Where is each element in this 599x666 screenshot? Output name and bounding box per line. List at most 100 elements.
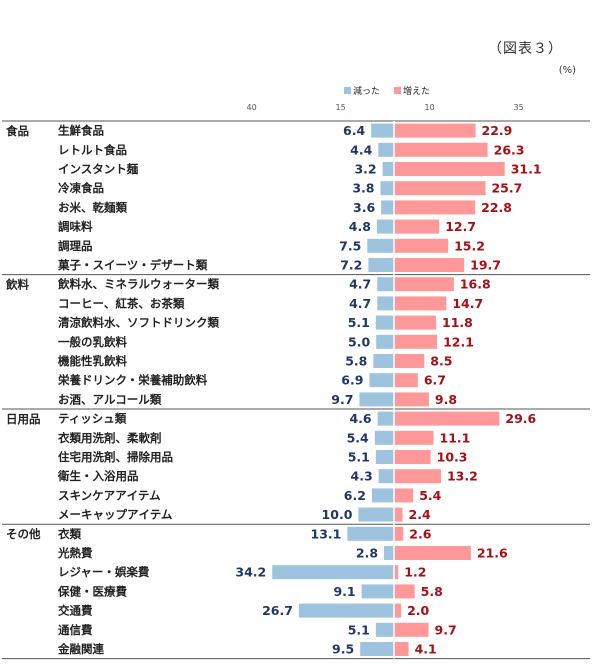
group-label: 飲料 bbox=[5, 278, 29, 292]
category-label: 清涼飲料水、ソフトドリンク類 bbox=[58, 316, 219, 330]
group-label: 食品 bbox=[6, 124, 29, 138]
value-label-decreased: 5.1 bbox=[348, 315, 370, 330]
category-label: 住宅用洗剤、掃除用品 bbox=[58, 450, 173, 464]
bar-increased bbox=[394, 392, 429, 407]
value-label-increased: 5.4 bbox=[419, 488, 441, 503]
category-label: メーキャップアイテム bbox=[58, 508, 173, 522]
unit-label: (%) bbox=[558, 65, 576, 76]
value-label-decreased: 9.5 bbox=[332, 642, 354, 657]
value-label-decreased: 9.1 bbox=[333, 584, 355, 599]
bar-decreased bbox=[377, 296, 394, 311]
value-label-decreased: 5.1 bbox=[348, 450, 370, 465]
category-label: スキンケアアイテム bbox=[58, 488, 161, 502]
category-label: インスタント麺 bbox=[58, 162, 139, 176]
bar-increased bbox=[394, 603, 402, 618]
category-label: 金融関連 bbox=[57, 642, 104, 656]
value-label-increased: 4.1 bbox=[415, 642, 437, 657]
bar-decreased bbox=[377, 411, 394, 426]
category-label: 交通費 bbox=[58, 604, 93, 618]
bar-decreased bbox=[347, 526, 394, 541]
bar-decreased bbox=[376, 219, 394, 234]
value-label-increased: 26.3 bbox=[494, 142, 525, 157]
value-label-decreased: 5.1 bbox=[348, 622, 370, 637]
legend-swatch-increased bbox=[394, 87, 401, 94]
bar-increased bbox=[394, 507, 403, 522]
value-label-increased: 29.6 bbox=[505, 411, 536, 426]
value-label-decreased: 3.6 bbox=[353, 200, 375, 215]
value-label-increased: 5.8 bbox=[421, 584, 443, 599]
value-label-increased: 11.8 bbox=[442, 315, 473, 330]
category-label: 菓子・スイーツ・デザート類 bbox=[57, 258, 208, 272]
bar-decreased bbox=[381, 200, 394, 215]
bar-increased bbox=[394, 354, 425, 368]
value-label-increased: 9.8 bbox=[435, 392, 457, 407]
value-label-decreased: 4.7 bbox=[349, 296, 371, 311]
bar-decreased bbox=[375, 450, 394, 464]
category-label: お酒、アルコール類 bbox=[58, 392, 162, 406]
bar-decreased bbox=[374, 430, 394, 445]
category-label: コーヒー、紅茶、お茶類 bbox=[58, 296, 185, 310]
category-label: 調理品 bbox=[58, 239, 93, 253]
category-label: 栄養ドリンク・栄養補助飲料 bbox=[57, 373, 208, 387]
bar-decreased bbox=[371, 488, 394, 503]
value-label-increased: 6.7 bbox=[424, 373, 446, 388]
bar-increased bbox=[394, 469, 441, 484]
value-label-increased: 2.6 bbox=[409, 526, 431, 541]
bar-decreased bbox=[378, 142, 394, 157]
bar-decreased bbox=[376, 334, 394, 349]
value-label-decreased: 6.2 bbox=[344, 488, 366, 503]
bar-increased bbox=[394, 200, 476, 215]
bar-decreased bbox=[371, 123, 394, 138]
value-label-decreased: 4.7 bbox=[349, 277, 371, 292]
category-label: レジャー・娯楽費 bbox=[58, 565, 150, 579]
value-label-decreased: 5.8 bbox=[345, 354, 367, 369]
bar-increased bbox=[394, 488, 414, 503]
category-label: レトルト食品 bbox=[58, 143, 127, 157]
value-label-decreased: 4.3 bbox=[351, 469, 373, 484]
bar-decreased bbox=[368, 258, 394, 272]
axis-tick-label: 10 bbox=[425, 103, 435, 112]
bar-increased bbox=[394, 238, 449, 253]
bar-decreased bbox=[375, 622, 394, 637]
value-label-decreased: 13.1 bbox=[311, 526, 342, 541]
group-label: 日用品 bbox=[6, 412, 41, 426]
category-label: 機能性乳飲料 bbox=[58, 354, 127, 368]
bar-decreased bbox=[373, 354, 394, 368]
category-label: 衛生・入浴用品 bbox=[57, 469, 139, 483]
bar-increased bbox=[394, 162, 505, 176]
category-label: ティッシュ類 bbox=[58, 412, 127, 426]
value-label-decreased: 7.2 bbox=[340, 258, 362, 273]
value-label-increased: 11.1 bbox=[440, 430, 471, 445]
category-label: 冷凍食品 bbox=[58, 181, 104, 195]
value-label-increased: 14.7 bbox=[452, 296, 483, 311]
value-label-decreased: 9.7 bbox=[331, 392, 353, 407]
value-label-increased: 16.8 bbox=[460, 277, 491, 292]
value-label-increased: 1.2 bbox=[404, 565, 426, 580]
bar-increased bbox=[394, 430, 434, 445]
bar-decreased bbox=[298, 603, 394, 618]
bar-increased bbox=[394, 258, 465, 272]
value-label-increased: 25.7 bbox=[491, 181, 522, 196]
bar-increased bbox=[394, 622, 429, 637]
value-label-decreased: 7.5 bbox=[339, 238, 361, 253]
bar-increased bbox=[394, 450, 431, 464]
category-label: 一般の乳飲料 bbox=[58, 335, 127, 349]
value-label-increased: 13.2 bbox=[447, 469, 478, 484]
bar-increased bbox=[394, 296, 447, 311]
bar-increased bbox=[394, 181, 486, 196]
bar-increased bbox=[394, 277, 454, 292]
value-label-increased: 22.8 bbox=[481, 200, 512, 215]
bar-increased bbox=[394, 642, 409, 656]
bar-decreased bbox=[361, 584, 394, 599]
bar-increased bbox=[394, 373, 418, 388]
bar-decreased bbox=[358, 507, 394, 522]
bar-decreased bbox=[369, 373, 394, 388]
bar-decreased bbox=[384, 546, 394, 560]
legend-label-increased: 増えた bbox=[403, 85, 430, 97]
axis-tick-label: 40 bbox=[247, 103, 257, 112]
bar-decreased bbox=[360, 642, 394, 656]
value-label-decreased: 4.8 bbox=[349, 219, 371, 234]
value-label-increased: 19.7 bbox=[470, 258, 501, 273]
category-label: 衣類 bbox=[58, 527, 81, 541]
